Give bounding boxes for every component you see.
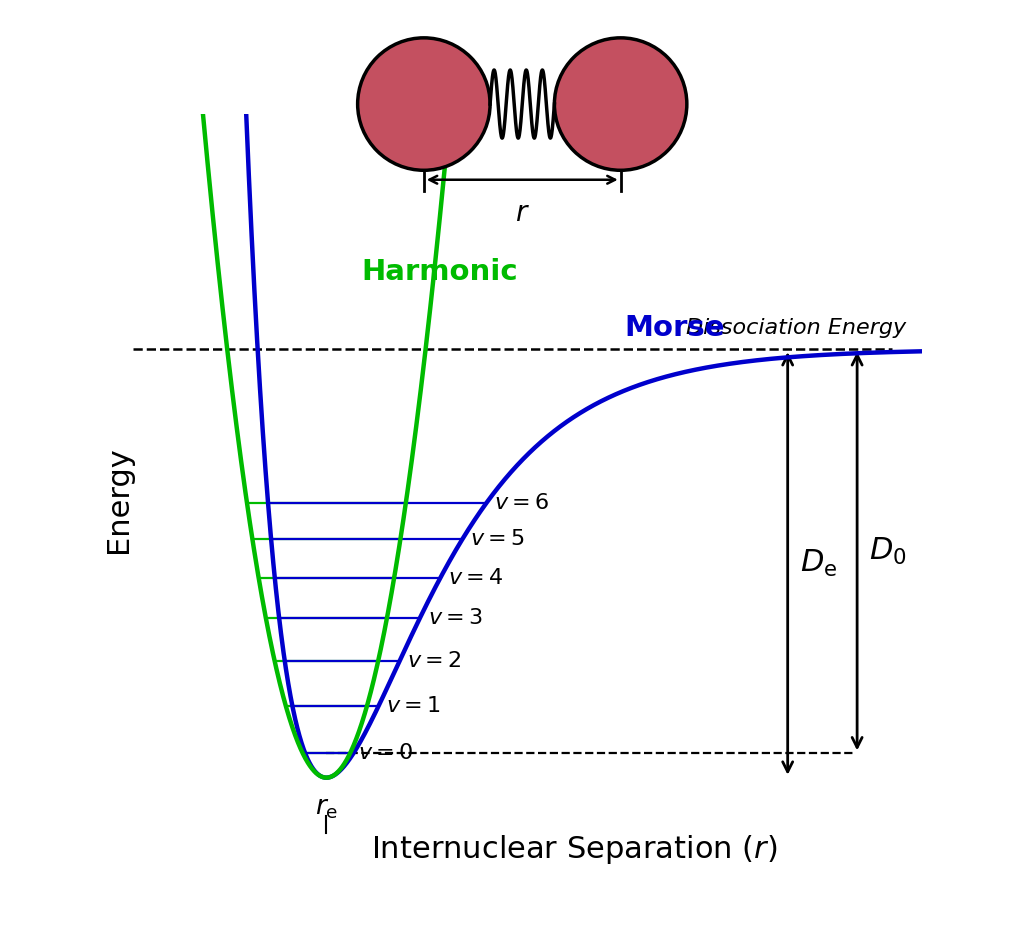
Text: $v=3$: $v=3$	[428, 608, 482, 628]
Text: Morse: Morse	[624, 314, 725, 342]
Text: $v=1$: $v=1$	[386, 696, 441, 716]
Circle shape	[554, 38, 687, 170]
Text: $D_\mathrm{e}$: $D_\mathrm{e}$	[800, 548, 837, 579]
Text: $v=2$: $v=2$	[408, 651, 462, 672]
Text: $v=0$: $v=0$	[358, 744, 414, 763]
Text: Internuclear Separation ($r$): Internuclear Separation ($r$)	[371, 833, 777, 867]
Text: $v=4$: $v=4$	[449, 568, 504, 587]
Text: $r$: $r$	[515, 199, 529, 227]
Text: $v=6$: $v=6$	[495, 493, 550, 513]
Text: $D_0$: $D_0$	[869, 535, 906, 567]
Text: $v=5$: $v=5$	[470, 530, 525, 550]
Text: Dissociation Energy: Dissociation Energy	[685, 319, 905, 339]
Text: Energy: Energy	[103, 446, 132, 552]
Circle shape	[357, 38, 490, 170]
Text: Harmonic: Harmonic	[361, 258, 518, 286]
Text: $r_\mathrm{e}$: $r_\mathrm{e}$	[314, 795, 338, 820]
